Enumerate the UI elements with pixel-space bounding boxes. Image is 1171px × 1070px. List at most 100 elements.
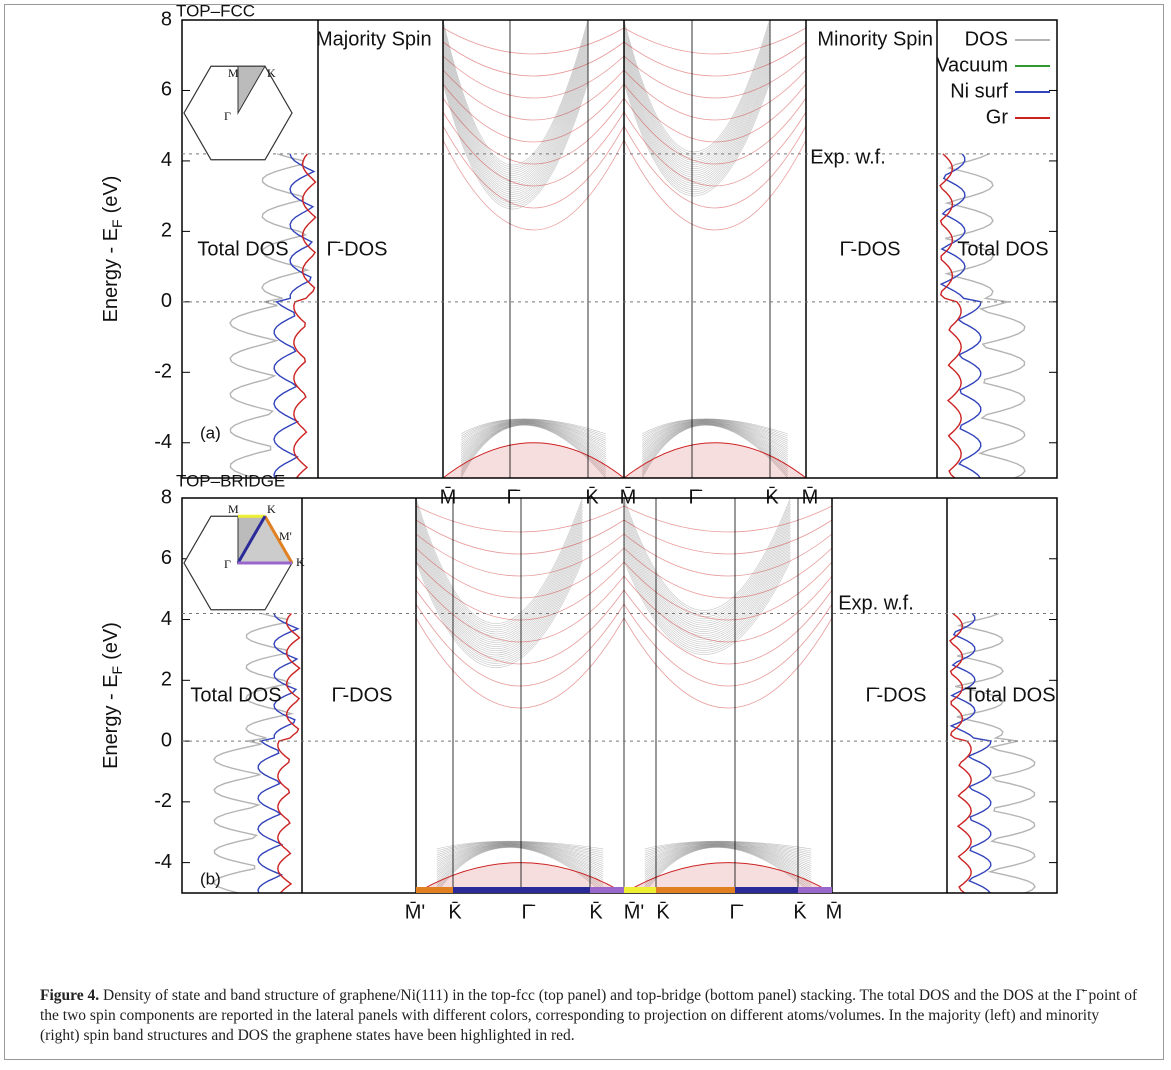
bz-label: K <box>267 502 276 516</box>
band-line <box>623 554 791 651</box>
band-line <box>415 557 583 666</box>
band-line <box>415 506 583 630</box>
graphene-band <box>623 575 833 643</box>
band-line <box>644 843 812 871</box>
band-line <box>415 554 583 664</box>
y-tick-label: -4 <box>154 431 172 453</box>
band-line <box>641 420 788 447</box>
band-line <box>623 49 770 174</box>
band-line <box>442 22 589 168</box>
graphene-band <box>415 505 625 533</box>
band-line <box>436 842 604 858</box>
band-line <box>642 419 788 441</box>
figure-frame <box>4 4 1164 1060</box>
band-line <box>623 551 791 649</box>
band-line <box>460 420 607 445</box>
k-point-label: K̄ <box>793 900 807 923</box>
bz-label: M' <box>279 529 292 543</box>
k-point-label: M̄ <box>620 485 637 508</box>
band-line <box>623 521 791 628</box>
band-line <box>436 843 604 871</box>
graphene-band <box>415 603 625 687</box>
band-line <box>436 842 604 860</box>
graphene-band <box>623 505 833 533</box>
path-segment-bar <box>590 887 624 893</box>
bz-path <box>236 515 267 564</box>
y-tick-label: 6 <box>161 547 172 569</box>
band-line <box>436 841 604 852</box>
bz-label: K <box>267 66 276 80</box>
y-tick-label: -2 <box>154 790 172 812</box>
band-line <box>442 79 589 207</box>
band-line <box>436 843 604 869</box>
band-line <box>436 844 604 873</box>
band-line <box>623 560 791 655</box>
y-tick-label: 2 <box>161 669 172 691</box>
band-line <box>644 844 812 873</box>
plot-frame <box>181 19 1058 479</box>
panel-label: (b) <box>200 869 221 888</box>
band-line <box>644 843 812 866</box>
graphene-band <box>623 83 807 143</box>
graphene-band <box>415 519 625 555</box>
band-line <box>415 530 583 647</box>
dos-label: Γ̄-DOS <box>331 684 392 706</box>
band-line <box>460 419 607 441</box>
path-segment-bar <box>798 887 832 893</box>
dos-curve <box>277 613 301 894</box>
dos-curve <box>273 153 316 479</box>
legend-label: Gr <box>986 106 1009 128</box>
band-line <box>644 846 812 890</box>
band-line <box>623 509 791 620</box>
band-line <box>623 34 770 163</box>
y-label-main: Energy - E <box>100 674 122 768</box>
band-line <box>415 551 583 662</box>
dos-curve <box>939 153 962 479</box>
band-line <box>623 55 770 178</box>
dos-label: Γ̄-DOS <box>326 238 387 260</box>
k-point-label: K̄ <box>589 900 603 923</box>
band-line <box>623 58 770 180</box>
band-line <box>642 418 788 437</box>
band-line <box>644 842 812 864</box>
graphene-band <box>415 575 625 643</box>
y-tick-label: 4 <box>161 608 172 630</box>
band-line <box>644 841 812 856</box>
path-segment-bar <box>416 887 453 893</box>
graphene-band <box>442 69 625 121</box>
band-line <box>641 425 789 479</box>
irreducible-wedge <box>237 65 266 115</box>
band-line <box>623 52 770 176</box>
band-line <box>623 548 791 647</box>
band-line <box>460 422 607 460</box>
y-label-sub: F <box>109 219 125 228</box>
band-line <box>415 536 583 652</box>
band-line <box>641 422 788 462</box>
y-tick-label: 8 <box>161 8 172 30</box>
band-line <box>623 542 791 643</box>
band-line <box>623 25 770 157</box>
band-line <box>460 420 607 451</box>
graphene-band <box>623 442 807 479</box>
dos-curve <box>944 153 1026 479</box>
band-line <box>623 539 791 640</box>
dos-label: Total DOS <box>957 238 1048 260</box>
band-line <box>415 503 583 628</box>
graphene-band <box>415 533 625 577</box>
band-line <box>623 533 791 636</box>
dos-label: Γ̄-DOS <box>839 238 900 260</box>
band-line <box>415 524 583 643</box>
band-line <box>623 518 791 626</box>
caption-text: Density of state and band structure of g… <box>40 987 1138 1044</box>
band-line <box>436 841 604 854</box>
graphene-band <box>442 125 625 209</box>
band-line <box>623 536 791 638</box>
path-segment-bar <box>735 887 798 893</box>
band-line <box>460 423 607 466</box>
band-line <box>442 76 589 205</box>
graphene-band <box>442 442 625 479</box>
y-label-sub: F <box>109 666 125 675</box>
band-line <box>644 841 812 854</box>
caption-label: Figure 4. <box>40 987 100 1004</box>
band-line <box>460 424 607 472</box>
